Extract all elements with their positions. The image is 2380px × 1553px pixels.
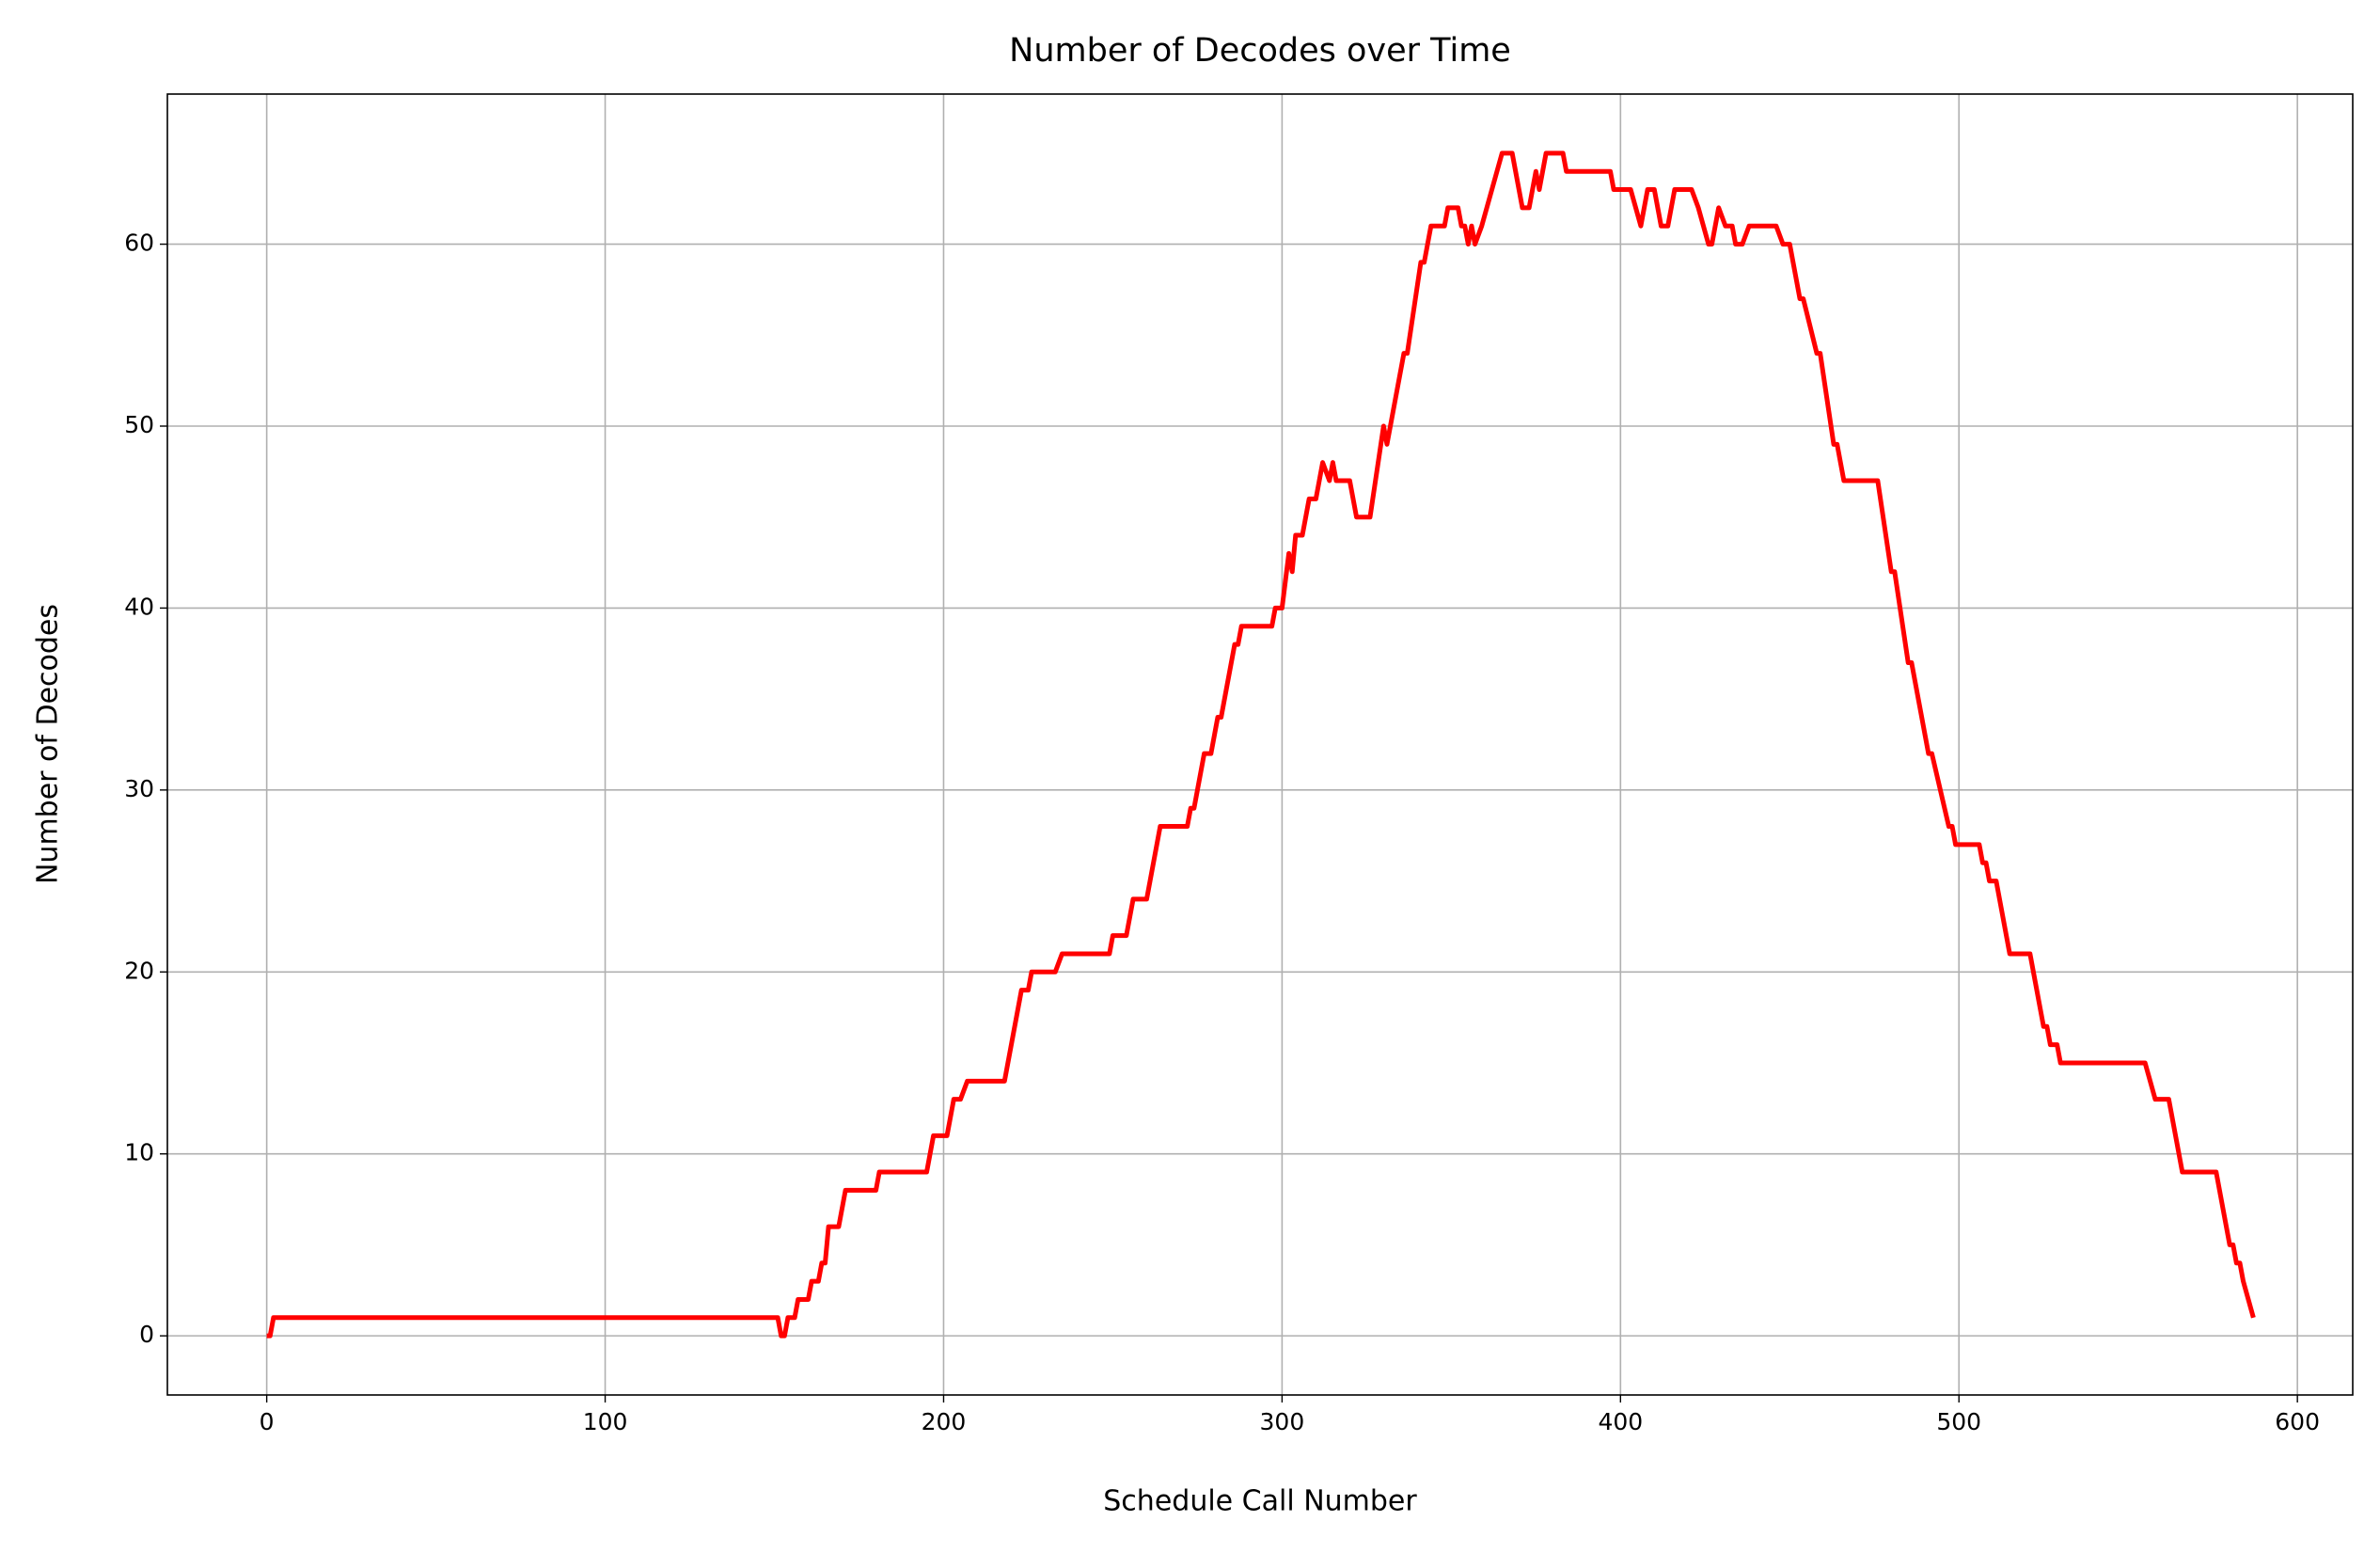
- y-tick-label: 10: [124, 1139, 154, 1166]
- y-tick-label: 50: [124, 411, 154, 438]
- x-axis-label: Schedule Call Number: [1103, 1485, 1417, 1518]
- plot-frame: [166, 93, 2354, 1396]
- y-tick-label: 0: [139, 1321, 154, 1348]
- y-tick-label: 40: [124, 593, 154, 620]
- x-tick-label: 500: [1936, 1408, 1981, 1435]
- x-tick-label: 400: [1598, 1408, 1643, 1435]
- data-line: [266, 151, 2256, 1339]
- y-tick-label: 30: [124, 775, 154, 802]
- y-axis-label: Number of Decodes: [32, 604, 65, 884]
- x-tick-label: 0: [260, 1408, 275, 1435]
- y-tick-label: 20: [124, 957, 154, 984]
- x-tick-label: 200: [922, 1408, 967, 1435]
- chart-title: Number of Decodes over Time: [1009, 32, 1511, 70]
- x-tick-label: 100: [583, 1408, 628, 1435]
- x-tick-label: 300: [1260, 1408, 1305, 1435]
- x-tick-label: 600: [2275, 1408, 2320, 1435]
- y-tick-label: 60: [124, 230, 154, 257]
